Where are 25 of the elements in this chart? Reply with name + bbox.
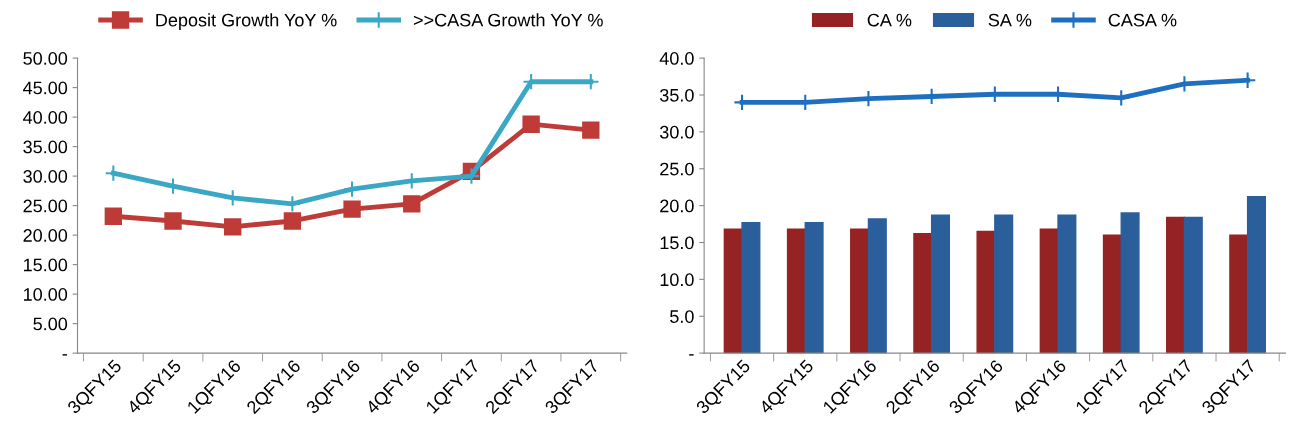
legend-label: SA % (988, 13, 1032, 27)
y-tick-label: 20.0 (660, 199, 694, 213)
y-tick-label: 25.00 (23, 199, 68, 213)
legend-label: CA % (867, 13, 912, 27)
y-tick-label: 35.0 (659, 88, 694, 102)
legend-label: Deposit Growth YoY % (156, 13, 337, 31)
y-tick-label: - (62, 354, 67, 356)
y-tick-label: 5.0 (670, 310, 694, 323)
y-tick-label: 30.00 (23, 170, 68, 183)
y-tick-label: 40.0 (659, 52, 694, 65)
y-tick-label: 25.0 (660, 162, 694, 176)
y-tick-label: 40.00 (23, 111, 68, 124)
legend-label: >>CASA Growth YoY % (413, 13, 603, 27)
y-tick-label: 10.00 (24, 288, 68, 301)
y-tick-label: 35.00 (23, 140, 68, 154)
y-tick-label: 45.00 (23, 81, 68, 95)
y-tick-label: - (689, 354, 694, 356)
y-tick-label: 5.00 (33, 317, 68, 331)
y-tick-label: 15.00 (24, 258, 68, 272)
y-tick-label: 15.0 (660, 236, 694, 250)
y-tick-label: 50.00 (23, 52, 68, 65)
y-tick-label: 20.00 (23, 229, 68, 242)
y-tick-label: 30.0 (659, 125, 694, 139)
legend-label: CASA % (1108, 13, 1177, 27)
y-tick-label: 10.0 (660, 273, 694, 287)
